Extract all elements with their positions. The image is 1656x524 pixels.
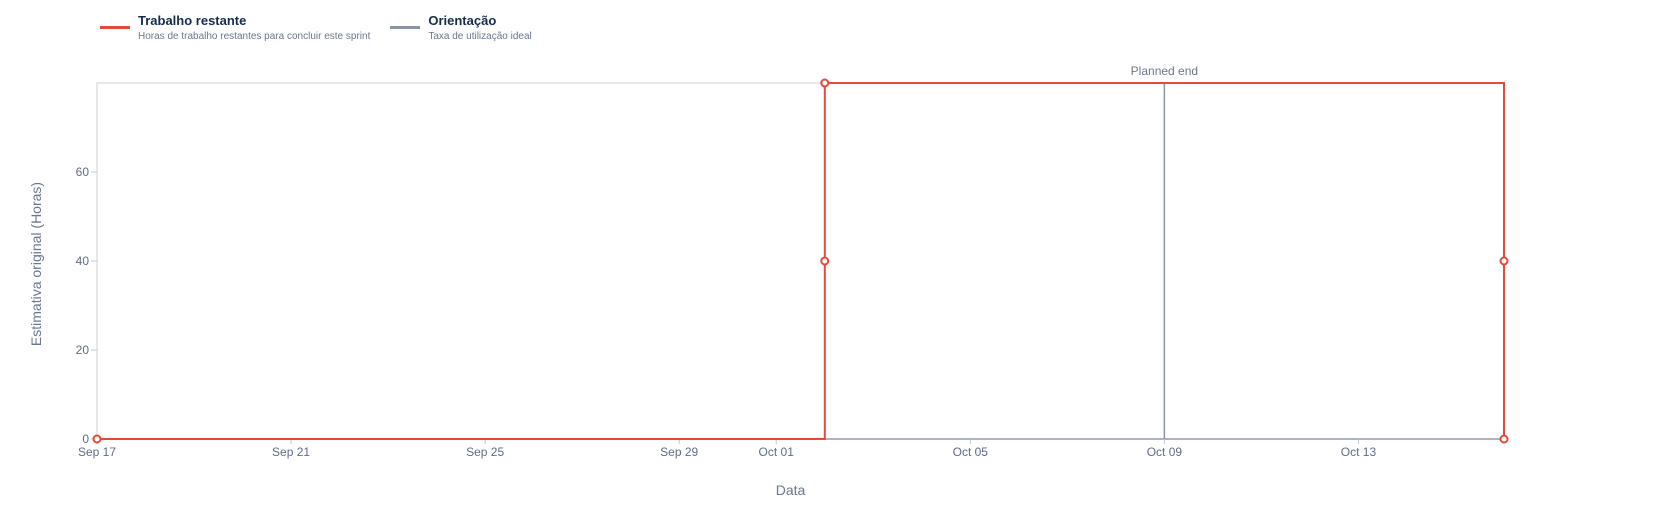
series-line-remaining-work bbox=[97, 82, 1505, 440]
legend-item-guideline[interactable]: Orientação Taxa de utilização ideal bbox=[390, 12, 532, 44]
legend-desc-guideline: Taxa de utilização ideal bbox=[428, 31, 532, 42]
chart-annotations: Planned end bbox=[1131, 64, 1198, 439]
plot-frame bbox=[96, 82, 1505, 440]
data-point-remaining-work[interactable] bbox=[1499, 256, 1509, 266]
y-axis-title: Estimativa original (Horas) bbox=[28, 182, 44, 346]
data-point-remaining-work[interactable] bbox=[92, 434, 102, 444]
legend-title-remaining-work: Trabalho restante bbox=[138, 13, 247, 28]
x-tick-label: Oct 13 bbox=[1341, 445, 1377, 459]
data-point-remaining-work[interactable] bbox=[820, 256, 830, 266]
y-tick-label: 60 bbox=[76, 165, 90, 179]
legend-swatch-guideline bbox=[390, 26, 421, 29]
chart-markers[interactable] bbox=[92, 78, 1509, 444]
x-tick-label: Oct 01 bbox=[759, 445, 795, 459]
y-tick-label: 40 bbox=[76, 254, 90, 268]
legend-desc-remaining-work: Horas de trabalho restantes para conclui… bbox=[138, 31, 371, 42]
x-tick-label: Sep 25 bbox=[466, 445, 504, 459]
legend-title-guideline: Orientação bbox=[428, 13, 497, 28]
y-tick-label: 0 bbox=[82, 432, 89, 446]
x-tick-label: Sep 21 bbox=[272, 445, 310, 459]
chart-series bbox=[97, 82, 1505, 440]
x-tick-label: Sep 17 bbox=[78, 445, 116, 459]
chart-axes: 0 20 40 60 Sep 17 Sep 21 Sep 25 Sep 29 Oct 01 Oct… bbox=[76, 82, 1505, 459]
legend-item-remaining-work[interactable]: Trabalho restante Horas de trabalho rest… bbox=[100, 12, 370, 44]
legend-swatch-remaining-work bbox=[100, 26, 130, 29]
x-tick-label: Oct 09 bbox=[1147, 445, 1183, 459]
chart-legend: Trabalho restante Horas de trabalho rest… bbox=[100, 12, 532, 44]
x-tick-label: Oct 05 bbox=[953, 445, 989, 459]
data-point-remaining-work[interactable] bbox=[820, 78, 830, 88]
y-tick-label: 20 bbox=[76, 343, 90, 357]
planned-end-label: Planned end bbox=[1131, 64, 1198, 78]
x-tick-label: Sep 29 bbox=[660, 445, 698, 459]
data-point-remaining-work[interactable] bbox=[1499, 434, 1509, 444]
x-axis-title: Data bbox=[776, 482, 806, 498]
